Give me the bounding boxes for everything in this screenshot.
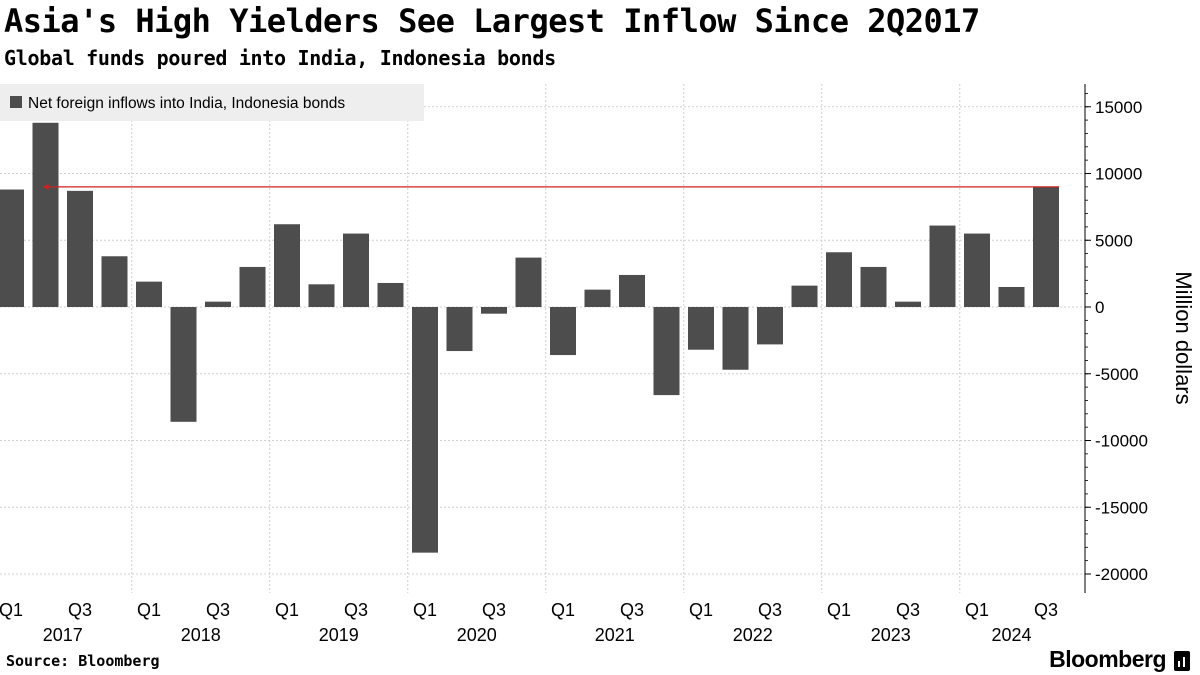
bloomberg-icon [1174, 651, 1190, 671]
x-tick-label: Q3 [896, 600, 920, 620]
bar [688, 307, 714, 350]
bar [274, 224, 300, 307]
legend-box [0, 84, 424, 121]
y-tick-label: 0 [1095, 298, 1104, 317]
bar [67, 190, 93, 307]
x-tick-label: Q1 [413, 600, 437, 620]
x-year-label: 2024 [991, 625, 1031, 645]
bar [860, 266, 887, 307]
chart-subtitle: Global funds poured into India, Indonesi… [4, 46, 556, 70]
x-tick-label: Q3 [482, 600, 506, 620]
bar [136, 281, 162, 307]
bar [653, 307, 680, 396]
bar [998, 286, 1025, 307]
y-tick-label: 10000 [1095, 165, 1142, 184]
bar [584, 289, 611, 307]
bar [0, 189, 24, 307]
y-tick-label: 15000 [1095, 98, 1142, 117]
x-tick-label: Q1 [137, 600, 161, 620]
x-tick-label: Q1 [0, 600, 23, 620]
x-tick-label: Q3 [68, 600, 92, 620]
bar [826, 252, 852, 307]
y-axis-title: Million dollars [1171, 271, 1196, 404]
bar [205, 301, 231, 307]
x-tick-label: Q1 [965, 600, 989, 620]
x-tick-label: Q1 [551, 600, 575, 620]
bar [446, 307, 473, 352]
bar [964, 233, 990, 307]
x-year-label: 2023 [871, 625, 911, 645]
x-tick-label: Q3 [206, 600, 230, 620]
bar [170, 307, 197, 422]
bar [377, 282, 404, 307]
brand-logo: Bloomberg [1049, 646, 1166, 672]
y-tick-label: -5000 [1095, 365, 1138, 384]
chart-title: Asia's High Yielders See Largest Inflow … [4, 2, 980, 40]
y-tick-label: 5000 [1095, 231, 1133, 250]
x-tick-label: Q3 [1034, 600, 1058, 620]
x-year-label: 2020 [457, 625, 497, 645]
bar [791, 285, 818, 307]
x-year-label: 2022 [733, 625, 773, 645]
bar [929, 225, 956, 307]
x-year-label: 2019 [319, 625, 359, 645]
bar [619, 274, 645, 307]
bar [515, 257, 542, 307]
bar [550, 307, 576, 356]
legend-swatch [10, 96, 22, 108]
bar [481, 307, 507, 314]
x-year-label: 2018 [181, 625, 221, 645]
bar [343, 233, 369, 307]
bar [32, 122, 59, 308]
bar [412, 307, 438, 553]
x-year-label: 2021 [595, 625, 635, 645]
x-tick-label: Q3 [344, 600, 368, 620]
source-note: Source: Bloomberg [6, 652, 160, 670]
bar [101, 256, 128, 307]
x-tick-label: Q3 [620, 600, 644, 620]
reference-arrow [42, 183, 49, 190]
x-tick-label: Q1 [275, 600, 299, 620]
y-tick-label: -20000 [1095, 565, 1148, 584]
x-tick-label: Q1 [827, 600, 851, 620]
legend-label: Net foreign inflows into India, Indonesi… [28, 95, 345, 112]
bar [1033, 186, 1059, 307]
bar [308, 284, 335, 307]
bar [722, 307, 749, 370]
x-tick-label: Q1 [689, 600, 713, 620]
x-tick-label: Q3 [758, 600, 782, 620]
bar [757, 307, 783, 345]
y-tick-label: -15000 [1095, 498, 1148, 517]
y-tick-label: -10000 [1095, 432, 1148, 451]
bar [239, 266, 266, 307]
x-year-label: 2017 [43, 625, 83, 645]
bar [895, 301, 921, 307]
